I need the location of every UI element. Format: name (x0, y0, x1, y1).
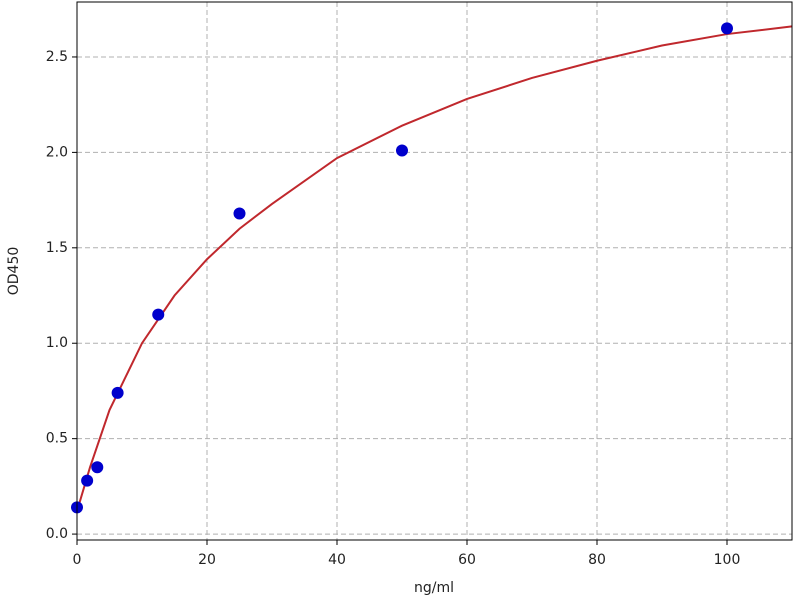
data-point (233, 207, 246, 220)
x-tick-label: 0 (73, 552, 82, 568)
plot-frame (76, 1, 793, 541)
y-tick-label: 0.5 (46, 431, 68, 447)
fit-curve (76, 25, 793, 512)
x-axis-label: ng/ml (414, 580, 454, 596)
data-point (111, 386, 124, 399)
x-tick-label: 60 (458, 552, 476, 568)
data-point (721, 22, 733, 35)
y-tick-label: 2.0 (46, 144, 68, 160)
x-tick-label: 20 (198, 552, 216, 568)
x-tick-label: 100 (714, 552, 741, 568)
marks (71, 22, 793, 514)
y-tick-label: 0.0 (46, 526, 68, 542)
data-point (152, 308, 165, 321)
data-point (91, 461, 104, 474)
x-tick-label: 80 (588, 552, 606, 568)
y-tick-label: 2.5 (46, 49, 68, 65)
data-point (396, 144, 408, 157)
grid (76, 2, 792, 540)
data-point (81, 474, 94, 487)
y-axis-label: OD450 (6, 247, 22, 296)
y-tick-label: 1.0 (46, 335, 68, 351)
x-tick-label: 40 (328, 552, 346, 568)
y-tick-label: 1.5 (46, 240, 68, 256)
